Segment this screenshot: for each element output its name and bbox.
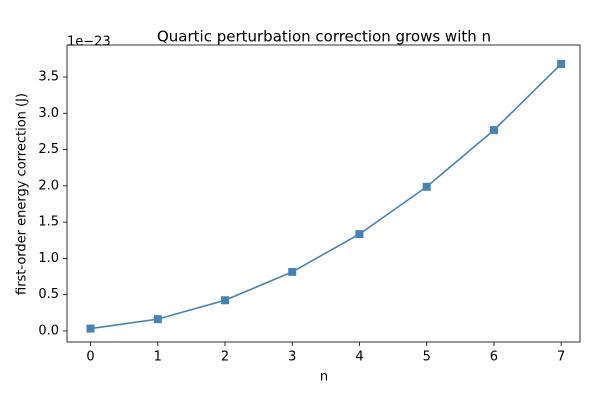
y-tick-label: 0.0 xyxy=(38,323,59,338)
point-marker xyxy=(288,267,297,276)
point-marker xyxy=(489,126,498,135)
chart-title: Quartic perturbation correction grows wi… xyxy=(157,28,491,46)
y-tick-label: 0.5 xyxy=(38,287,59,302)
point-marker xyxy=(422,182,431,191)
point-marker xyxy=(153,315,162,324)
y-tick-label: 3.0 xyxy=(38,106,59,121)
point-marker xyxy=(355,230,364,239)
point-marker xyxy=(557,59,566,68)
y-tick-label: 2.0 xyxy=(38,178,59,193)
y-offset-label: 1e−23 xyxy=(67,35,111,50)
y-tick-label: 3.5 xyxy=(38,70,59,85)
x-tick-label: 3 xyxy=(288,350,296,365)
y-tick-label: 2.5 xyxy=(38,142,59,157)
y-tick-label: 1.0 xyxy=(38,251,59,266)
y-axis-label: first-order energy correction (J) xyxy=(15,93,30,295)
x-tick-label: 6 xyxy=(490,350,498,365)
x-tick-label: 1 xyxy=(154,350,162,365)
point-marker xyxy=(221,296,230,305)
x-tick-label: 2 xyxy=(221,350,229,365)
x-tick-label: 5 xyxy=(423,350,431,365)
y-tick-label: 1.5 xyxy=(38,215,59,230)
point-marker xyxy=(86,324,95,333)
x-tick-label: 7 xyxy=(557,350,565,365)
x-tick-label: 0 xyxy=(86,350,94,365)
series-line xyxy=(90,63,562,330)
x-axis-label: n xyxy=(320,370,328,385)
plot-frame xyxy=(66,44,581,343)
x-tick-label: 4 xyxy=(355,350,363,365)
